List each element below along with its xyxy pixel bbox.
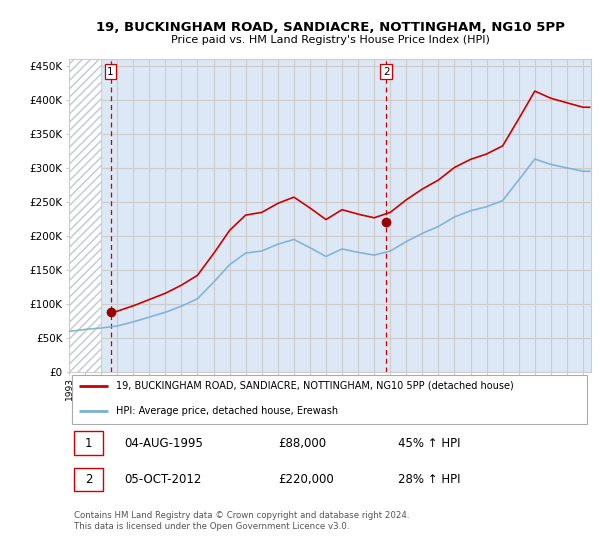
Text: 19, BUCKINGHAM ROAD, SANDIACRE, NOTTINGHAM, NG10 5PP (detached house): 19, BUCKINGHAM ROAD, SANDIACRE, NOTTINGH… (116, 381, 514, 391)
Text: 2: 2 (85, 473, 92, 486)
Text: 1: 1 (85, 437, 92, 450)
Text: 04-AUG-1995: 04-AUG-1995 (124, 437, 203, 450)
Text: Price paid vs. HM Land Registry's House Price Index (HPI): Price paid vs. HM Land Registry's House … (170, 35, 490, 45)
Text: £220,000: £220,000 (278, 473, 334, 486)
Text: 28% ↑ HPI: 28% ↑ HPI (398, 473, 460, 486)
FancyBboxPatch shape (74, 468, 103, 491)
Text: 45% ↑ HPI: 45% ↑ HPI (398, 437, 460, 450)
Text: £88,000: £88,000 (278, 437, 326, 450)
Text: 1: 1 (107, 67, 114, 77)
Text: 19, BUCKINGHAM ROAD, SANDIACRE, NOTTINGHAM, NG10 5PP: 19, BUCKINGHAM ROAD, SANDIACRE, NOTTINGH… (95, 21, 565, 34)
Text: HPI: Average price, detached house, Erewash: HPI: Average price, detached house, Erew… (116, 405, 338, 416)
FancyBboxPatch shape (71, 375, 587, 424)
Text: 05-OCT-2012: 05-OCT-2012 (124, 473, 201, 486)
Text: Contains HM Land Registry data © Crown copyright and database right 2024.
This d: Contains HM Land Registry data © Crown c… (74, 511, 410, 531)
Bar (69, 59, 101, 372)
FancyBboxPatch shape (74, 431, 103, 455)
Text: 2: 2 (383, 67, 389, 77)
